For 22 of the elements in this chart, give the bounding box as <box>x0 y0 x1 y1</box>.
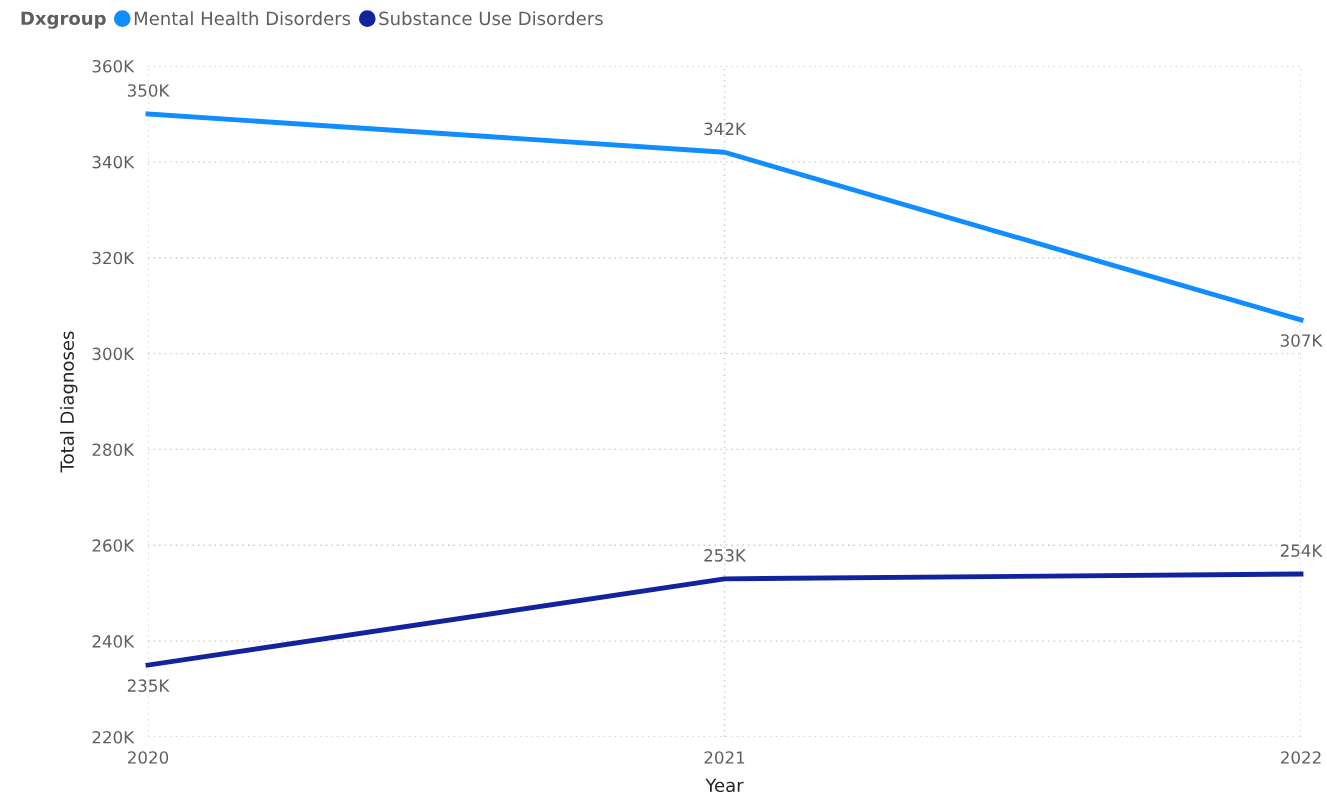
legend-label: Substance Use Disorders <box>379 11 603 26</box>
y-tick-label: 240K <box>92 635 135 648</box>
y-tick-label: 360K <box>92 59 135 73</box>
x-tick-label: 2020 <box>128 751 169 764</box>
x-tick-label: 2021 <box>704 751 745 764</box>
legend-title: Dxgroup <box>21 11 106 29</box>
y-tick-label: 220K <box>92 730 135 744</box>
y-tick-label: 280K <box>92 443 135 456</box>
data-label: 254K <box>1280 544 1323 557</box>
y-tick-label: 300K <box>92 347 135 361</box>
data-label: 253K <box>704 549 747 562</box>
legend-label: Mental Health Disorders <box>134 11 351 26</box>
y-tick-label: 340K <box>92 155 135 169</box>
data-label: 350K <box>127 84 170 97</box>
x-axis-title: Year <box>705 778 744 793</box>
data-label: 235K <box>127 679 170 692</box>
x-tick-label: 2022 <box>1281 751 1321 764</box>
y-tick-label: 320K <box>92 251 135 265</box>
data-label: 342K <box>704 122 747 136</box>
y-tick-label: 260K <box>92 539 135 552</box>
data-label: 307K <box>1280 334 1323 347</box>
y-axis-title: Total Diagnoses <box>60 331 78 473</box>
